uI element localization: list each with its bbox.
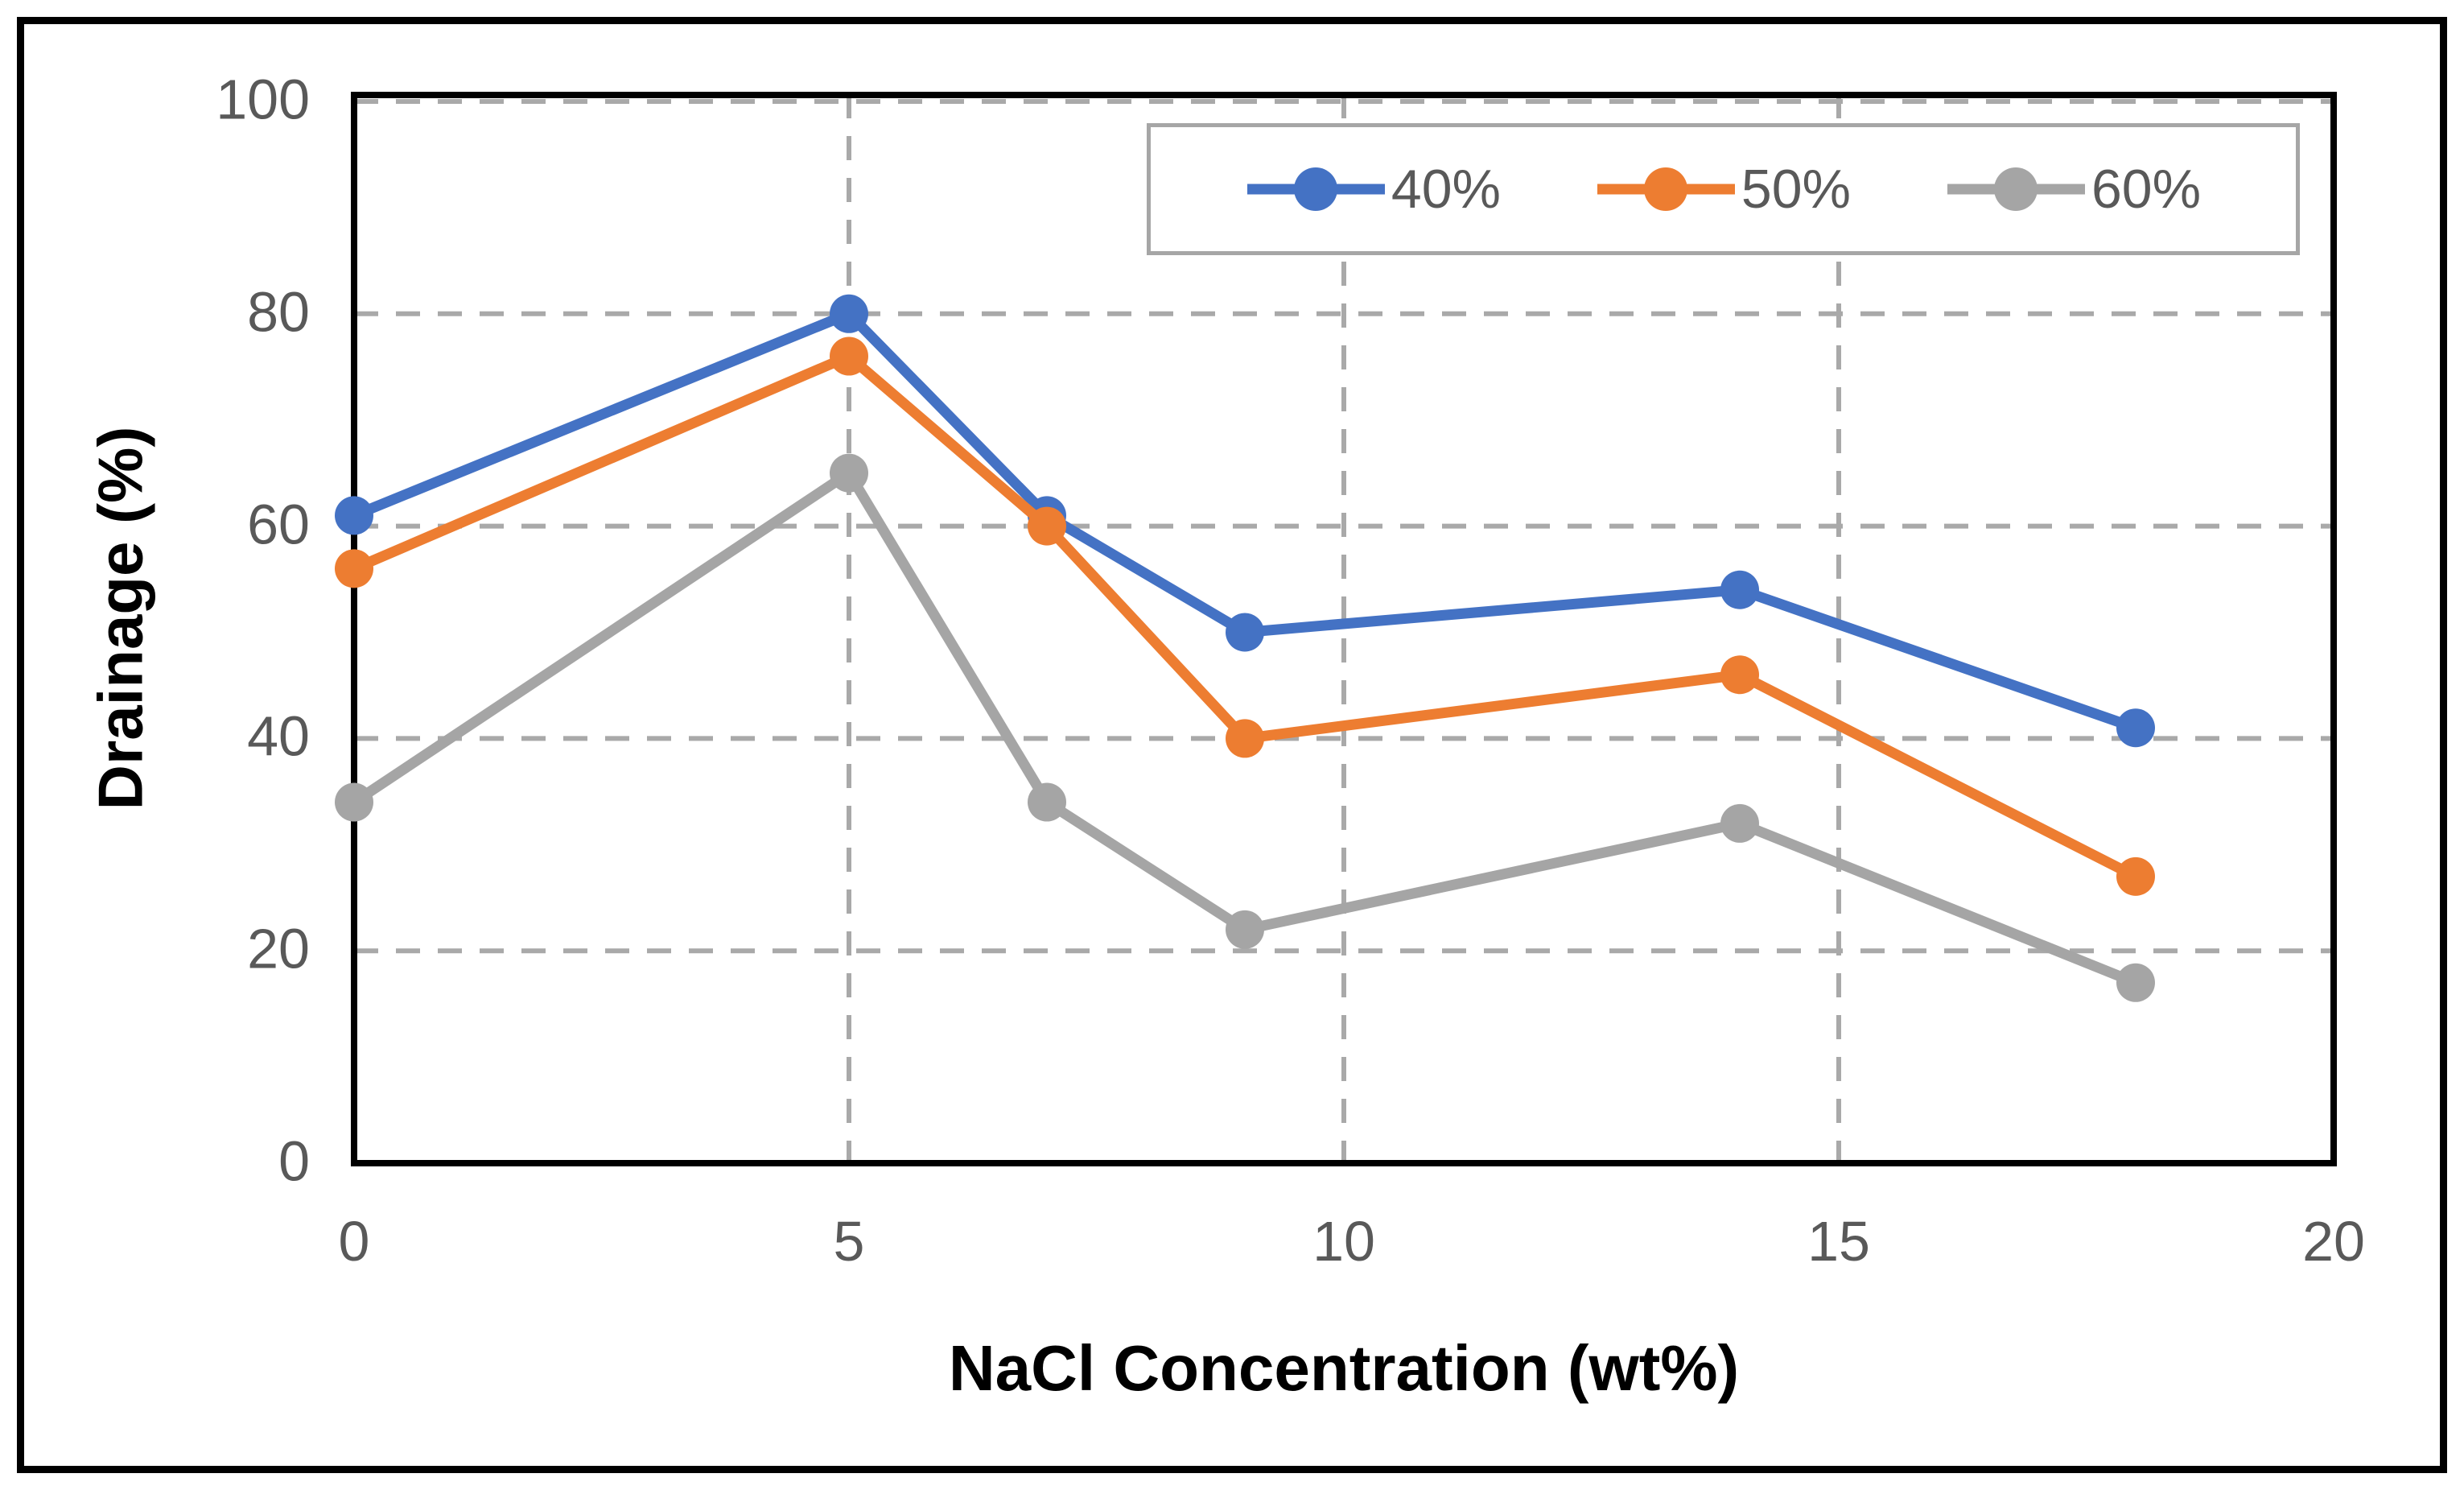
- x-tick-label-20: 20: [2302, 1210, 2365, 1273]
- legend-entry-60%: 60%: [1946, 158, 2201, 221]
- legend-marker-40%: [1246, 167, 1385, 211]
- marker-50%-x18: [2116, 856, 2155, 896]
- marker-40%-x5: [830, 294, 868, 333]
- marker-50%-x7: [1028, 506, 1066, 546]
- marker-40%-x18: [2116, 708, 2155, 748]
- y-axis-title: Drainage (%): [84, 426, 156, 811]
- series-line-40%: [348, 308, 2141, 733]
- marker-60%-x14: [1720, 803, 1759, 843]
- legend-marker-dot-60%: [1993, 167, 2038, 211]
- y-tick-label-80: 80: [247, 280, 310, 344]
- legend-entry-40%: 40%: [1246, 158, 1501, 221]
- series-line-50%: [348, 351, 2141, 882]
- legend-marker-60%: [1947, 167, 2085, 211]
- legend-marker-dot-40%: [1293, 167, 1337, 211]
- marker-60%-x5: [830, 453, 868, 493]
- series-line-60%: [348, 468, 2141, 989]
- x-axis-title: NaCl Concentration (wt%): [948, 1332, 1740, 1404]
- marker-40%-x14: [1720, 570, 1759, 609]
- marker-40%-x9: [1226, 613, 1264, 652]
- legend-label-60%: 60%: [2091, 159, 2202, 220]
- legend-label-40%: 40%: [1391, 159, 1502, 220]
- legend-label-50%: 50%: [1741, 159, 1852, 220]
- y-tick-label-100: 100: [216, 68, 310, 131]
- marker-60%-x9: [1226, 910, 1264, 949]
- plot-border: [351, 92, 2337, 1166]
- marker-40%-x0: [335, 496, 373, 535]
- marker-60%-x0: [335, 782, 373, 822]
- marker-60%-x7: [1028, 782, 1066, 822]
- marker-60%-x18: [2116, 963, 2155, 1002]
- x-tick-label-10: 10: [1312, 1210, 1375, 1273]
- marker-50%-x14: [1720, 655, 1759, 695]
- x-tick-label-15: 15: [1807, 1210, 1870, 1273]
- marker-50%-x9: [1226, 719, 1264, 758]
- marker-50%-x0: [335, 549, 373, 588]
- y-tick-label-0: 0: [278, 1129, 310, 1193]
- legend-entry-50%: 50%: [1596, 158, 1851, 221]
- legend-marker-50%: [1597, 167, 1735, 211]
- legend: 40% 50% 60%: [1147, 123, 2300, 255]
- marker-50%-x5: [830, 336, 868, 376]
- legend-marker-dot-50%: [1643, 167, 1687, 211]
- x-tick-label-0: 0: [338, 1210, 370, 1273]
- y-tick-label-60: 60: [247, 493, 310, 556]
- y-tick-label-20: 20: [247, 917, 310, 980]
- y-tick-label-40: 40: [247, 704, 310, 768]
- x-tick-label-5: 5: [833, 1210, 865, 1273]
